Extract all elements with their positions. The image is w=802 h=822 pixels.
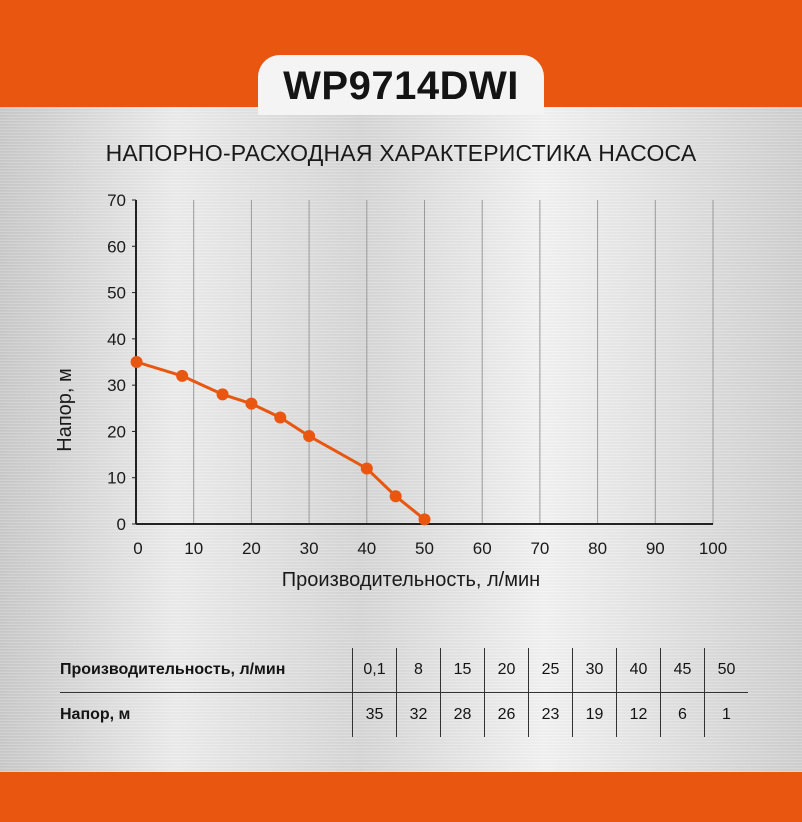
x-tick-label: 10 — [184, 539, 203, 558]
table-cell: 19 — [572, 692, 617, 737]
data-point — [216, 388, 229, 401]
y-tick-label: 10 — [107, 469, 126, 488]
x-tick-label: 0 — [133, 539, 142, 558]
table-cell: 6 — [660, 692, 705, 737]
x-tick-label: 90 — [646, 539, 665, 558]
footer-band — [0, 772, 802, 822]
y-tick-label: 20 — [107, 422, 126, 441]
table-cell: 15 — [440, 648, 485, 693]
x-tick-label: 40 — [357, 539, 376, 558]
x-axis-title: Производительность, л/мин — [282, 569, 540, 591]
x-tick-label: 50 — [415, 539, 434, 558]
data-point — [418, 513, 431, 526]
x-tick-label: 60 — [473, 539, 492, 558]
chart-grid — [193, 200, 714, 524]
table-cell: 50 — [704, 648, 748, 693]
table-row-head: Напор, м 35 32 28 26 23 19 12 6 1 — [60, 692, 748, 737]
table-cell: 0,1 — [352, 648, 397, 693]
chart-series — [130, 356, 431, 526]
chart-subtitle: НАПОРНО-РАСХОДНАЯ ХАРАКТЕРИСТИКА НАСОСА — [105, 140, 697, 166]
series-line — [136, 360, 426, 521]
y-tick-label: 70 — [107, 191, 126, 210]
table-cell: 26 — [484, 692, 529, 737]
table-cell: 45 — [660, 648, 705, 693]
table-cell: 8 — [396, 648, 441, 693]
data-point — [130, 356, 143, 368]
table-cell: 12 — [616, 692, 661, 737]
x-tick-label: 70 — [530, 539, 549, 558]
model-title: WP9714DWI — [283, 64, 519, 108]
chart-ticks: 0 10 20 30 40 50 60 70 80 90 100 0 10 20 30 40 50 60 70 — [107, 191, 727, 558]
data-point — [245, 397, 258, 410]
y-tick-label: 60 — [107, 237, 126, 256]
table-cell: 28 — [440, 692, 485, 737]
data-point — [360, 462, 373, 475]
data-point — [176, 369, 189, 382]
y-tick-label: 50 — [107, 284, 126, 303]
table-cell: 25 — [528, 648, 573, 693]
table-cell: 32 — [396, 692, 441, 737]
data-point — [274, 411, 287, 424]
row-label: Производительность, л/мин — [60, 648, 353, 693]
x-tick-label: 30 — [300, 539, 319, 558]
table-cell: 40 — [616, 648, 661, 693]
title-tab — [258, 55, 544, 115]
y-tick-label: 0 — [117, 515, 126, 534]
x-tick-label: 80 — [588, 539, 607, 558]
pump-curve-chart: 0 10 20 30 40 50 60 70 80 90 100 0 10 20 30 40 50 60 70 Пр… — [54, 191, 727, 591]
y-axis-title: Напор, м — [54, 368, 76, 452]
row-label: Напор, м — [60, 706, 131, 723]
x-tick-label: 100 — [699, 539, 727, 558]
table-cell: 30 — [572, 648, 617, 693]
y-tick-label: 30 — [107, 376, 126, 395]
data-point — [303, 430, 316, 443]
performance-table: Производительность, л/мин 0,1 8 15 20 25… — [60, 648, 748, 737]
y-tick-label: 40 — [107, 330, 126, 349]
data-point — [389, 490, 402, 503]
table-row-flow: Производительность, л/мин 0,1 8 15 20 25… — [60, 648, 748, 693]
table-cell: 1 — [704, 692, 748, 737]
table-cell: 20 — [484, 648, 529, 693]
table-cell: 23 — [528, 692, 573, 737]
table-cell: 35 — [352, 692, 397, 737]
x-tick-label: 20 — [242, 539, 261, 558]
